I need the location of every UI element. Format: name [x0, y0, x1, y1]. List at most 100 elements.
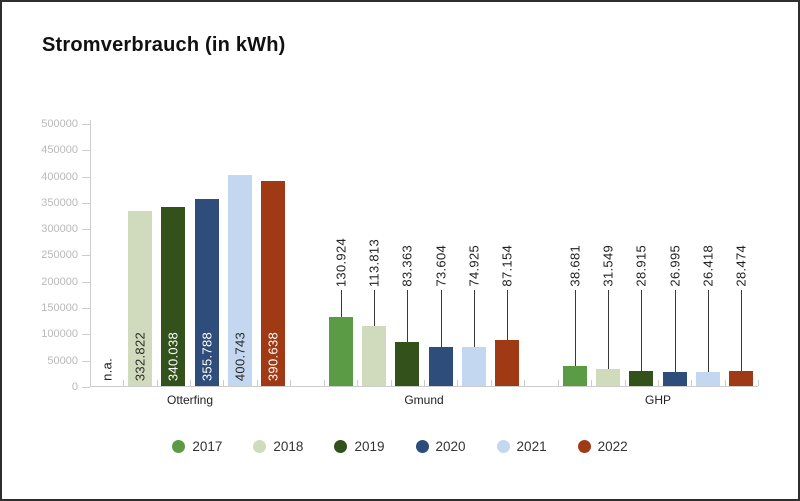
bar-value-label: 26.995	[667, 245, 683, 287]
axis-tick	[725, 380, 726, 386]
bar-2019-otterfing[interactable]	[161, 207, 186, 386]
bar-2018-gmund[interactable]	[361, 326, 386, 386]
bar-slot: 31.549	[591, 124, 624, 387]
y-axis-tick	[82, 334, 90, 335]
leader-line	[373, 290, 375, 326]
x-axis-labels: Otterfing Gmund GHP	[90, 393, 758, 409]
bar-slot: 130.924	[324, 124, 357, 387]
bar-2020-ghp[interactable]	[662, 372, 687, 386]
axis-tick	[324, 380, 325, 386]
bar-2020-otterfing[interactable]	[194, 199, 219, 386]
axis-tick	[558, 380, 559, 386]
x-axis-line	[90, 386, 758, 387]
leader-line	[674, 290, 676, 372]
axis-tick	[123, 380, 124, 386]
bar-2021-gmund[interactable]	[461, 347, 486, 386]
bar-2019-gmund[interactable]	[395, 342, 420, 386]
bar-value-label: 73.604	[433, 245, 449, 287]
bar-2019-ghp[interactable]	[629, 371, 654, 386]
legend-item-2019: 2019	[334, 439, 385, 454]
y-axis-tick	[82, 203, 90, 204]
bar-2022-gmund[interactable]	[495, 340, 520, 386]
bar-value-label: 38.681	[567, 245, 583, 287]
bar-2021-otterfing[interactable]	[227, 175, 252, 386]
legend-item-2022: 2022	[577, 439, 628, 454]
bar-2020-gmund[interactable]	[428, 347, 453, 386]
y-axis-tick	[82, 124, 90, 125]
bar-slot: 28.915	[625, 124, 658, 387]
legend-item-2017: 2017	[172, 439, 222, 454]
bar-2022-otterfing[interactable]	[261, 181, 286, 386]
y-tick-label: 50000	[47, 355, 78, 367]
bar-value-label: 130.924	[333, 237, 349, 287]
leader-line	[440, 290, 442, 347]
axis-tick	[357, 380, 358, 386]
axis-tick	[157, 380, 158, 386]
axis-tick	[391, 380, 392, 386]
y-tick-label: 200000	[41, 276, 78, 288]
axis-tick	[190, 380, 191, 386]
axis-tick	[223, 380, 224, 386]
bar-slot: 355.788	[190, 124, 223, 387]
bar-2018-ghp[interactable]	[595, 369, 620, 386]
bar-group-gmund: 130.924 113.813 83.363 73.604 74.925 87.154	[324, 124, 525, 387]
bar-slot: 113.813	[357, 124, 390, 387]
axis-tick	[658, 380, 659, 386]
axis-tick	[625, 380, 626, 386]
bar-slot: 26.995	[658, 124, 691, 387]
legend-label: 2020	[435, 439, 466, 454]
axis-tick	[524, 380, 525, 386]
y-tick-label: 300000	[41, 223, 78, 235]
axis-tick	[290, 380, 291, 386]
legend-item-2020: 2020	[415, 439, 466, 454]
bar-slot: 28.474	[725, 124, 758, 387]
bar-2018-otterfing[interactable]	[127, 211, 152, 386]
bar-2022-ghp[interactable]	[729, 371, 754, 386]
y-axis-tick	[82, 255, 90, 256]
legend-label: 2019	[354, 439, 385, 454]
axis-tick	[758, 380, 759, 386]
category-label-ghp: GHP	[644, 393, 671, 407]
y-axis-tick	[82, 229, 90, 230]
bar-slot: 73.604	[424, 124, 457, 387]
axis-tick	[257, 380, 258, 386]
y-axis-tick	[82, 308, 90, 309]
bar-slot: 400.743	[223, 124, 256, 387]
leader-line	[340, 290, 342, 317]
y-axis-tick	[82, 150, 90, 151]
y-tick-label: 250000	[41, 249, 78, 261]
bar-value-label: 74.925	[466, 245, 482, 287]
y-tick-label: 350000	[41, 197, 78, 209]
y-tick-label: 0	[71, 381, 78, 393]
leader-line	[707, 290, 709, 372]
bar-group-otterfing: n.a. 332.822 340.038 355.788 400.743 390.638	[90, 124, 291, 387]
y-axis-tick	[82, 177, 90, 178]
legend-swatch-icon	[172, 440, 186, 453]
bar-value-label: 340.038	[165, 331, 181, 381]
legend-item-2018: 2018	[253, 439, 303, 454]
bar-value-label: 113.813	[366, 238, 382, 287]
y-tick-label: 400000	[41, 171, 78, 183]
legend-swatch-icon	[253, 440, 267, 453]
bar-slot: 38.681	[558, 124, 591, 387]
leader-line	[607, 290, 609, 369]
axis-tick	[691, 380, 692, 386]
leader-line	[473, 290, 475, 347]
bar-slot: 26.418	[691, 124, 724, 387]
chart-title: Stromverbrauch (in kWh)	[42, 34, 286, 56]
bar-group-ghp: 38.681 31.549 28.915 26.995 26.418 28.474	[558, 124, 759, 387]
legend-label: 2021	[516, 439, 547, 454]
legend-label: 2017	[192, 439, 223, 454]
bar-2017-gmund[interactable]	[328, 317, 353, 386]
bar-value-label: 31.549	[600, 245, 616, 287]
bar-value-label: 28.915	[633, 245, 649, 287]
legend-swatch-icon	[415, 440, 429, 453]
legend-swatch-icon	[334, 440, 348, 453]
bar-2017-ghp[interactable]	[562, 366, 587, 386]
bar-2021-ghp[interactable]	[695, 372, 720, 386]
category-label-otterfing: Otterfing	[166, 393, 214, 407]
category-label-gmund: Gmund	[404, 393, 444, 407]
axis-tick	[457, 380, 458, 386]
leader-line	[507, 290, 509, 340]
missing-value-label: n.a.	[99, 358, 115, 381]
